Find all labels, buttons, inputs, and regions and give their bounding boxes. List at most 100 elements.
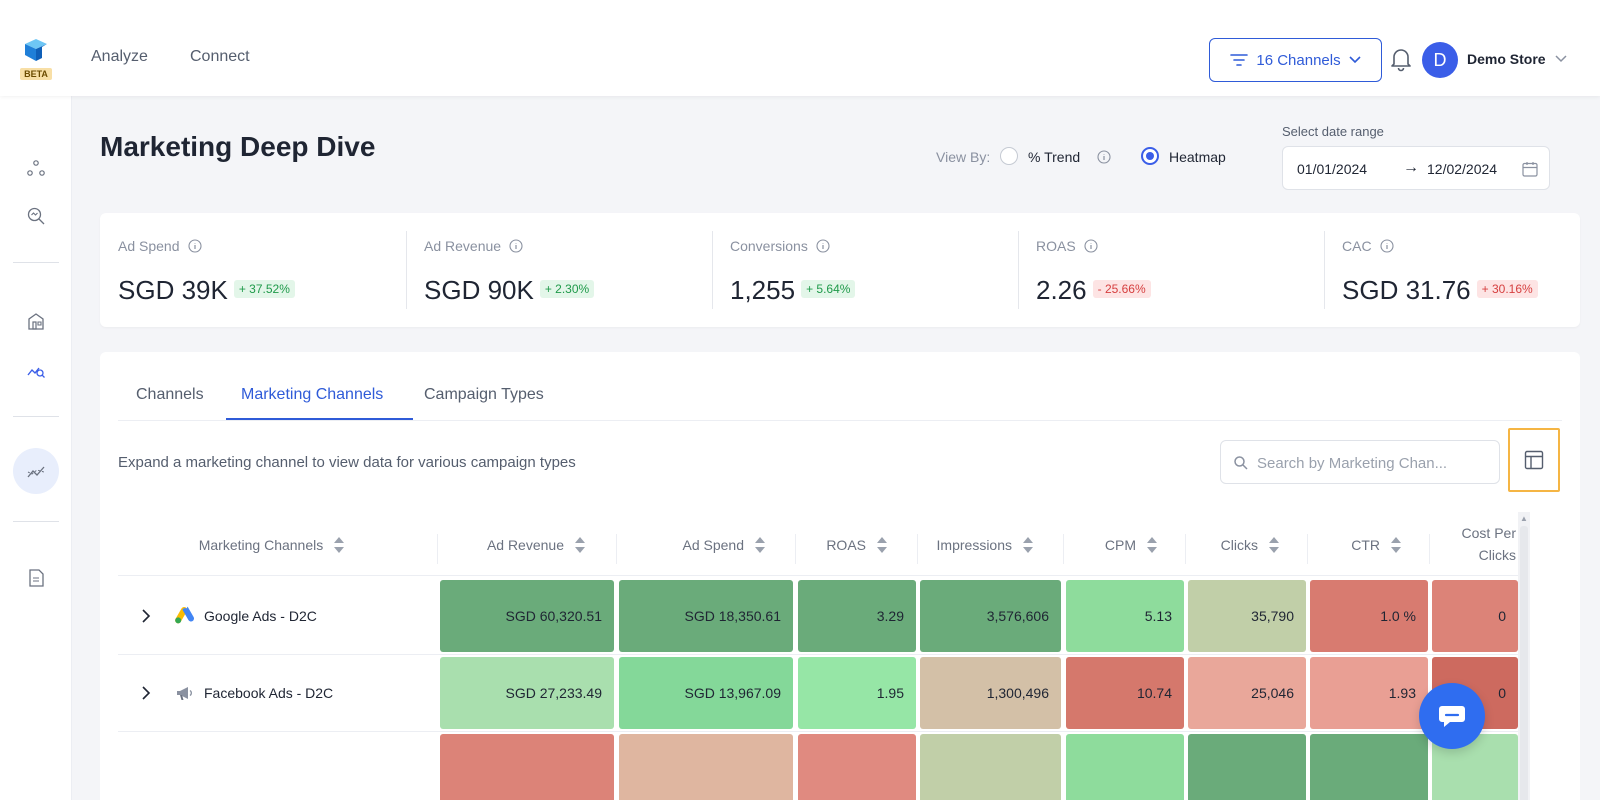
kpi-info-icon[interactable] [1084, 239, 1098, 253]
column-header-label: Ad Spend [682, 537, 745, 553]
sidebar-search-insights-icon[interactable] [26, 206, 46, 226]
kpi-change-badge: + 37.52% [233, 280, 295, 299]
sidebar-marketing-analytics-icon[interactable] [26, 361, 46, 381]
table-layout-icon [1524, 450, 1544, 470]
nav-analyze[interactable]: Analyze [91, 48, 148, 65]
column-header-roas[interactable]: ROAS [780, 528, 888, 562]
tabs-border [118, 420, 1562, 421]
top-bar: BETA Analyze Connect 16 Channels D Demo … [0, 0, 1600, 96]
chevron-down-icon [1349, 56, 1361, 64]
kpi-ad-revenue: Ad Revenue SGD 90K + 2.30% [406, 213, 702, 327]
scrollbar-thumb[interactable] [1520, 526, 1528, 800]
search-box[interactable] [1220, 440, 1500, 484]
kpi-label: Ad Revenue [424, 238, 523, 254]
kpi-info-icon[interactable] [187, 239, 202, 253]
heatmap-cell-ad-revenue: SGD 60,320.51 [440, 580, 614, 652]
date-end[interactable]: 12/02/2024 [1427, 161, 1498, 177]
sidebar-nodes-icon[interactable] [26, 158, 46, 178]
date-range-picker[interactable]: 01/01/2024 → 12/02/2024 [1282, 146, 1550, 190]
kpi-label: ROAS [1036, 238, 1098, 254]
column-separator [1185, 534, 1186, 564]
table-row[interactable]: Facebook Ads - D2C [118, 657, 333, 729]
filter-icon [1230, 54, 1249, 66]
heatmap-radio-label[interactable]: Heatmap [1169, 149, 1226, 165]
column-header-label: CTR [1351, 537, 1380, 553]
nav-connect[interactable]: Connect [190, 48, 250, 65]
sort-icon[interactable] [1390, 536, 1402, 554]
chevron-right-icon[interactable] [138, 685, 154, 701]
tab-marketing-channels[interactable]: Marketing Channels [241, 386, 384, 403]
heatmap-cell-cpm [1066, 734, 1184, 800]
scroll-up-icon[interactable]: ▲ [1520, 514, 1528, 523]
kpi-separator [712, 231, 713, 309]
search-icon [1234, 456, 1248, 470]
kpi-roas: ROAS 2.26 - 25.66% [1018, 213, 1314, 327]
chat-support-button[interactable] [1419, 683, 1485, 749]
heatmap-radio[interactable] [1141, 147, 1159, 165]
channel-name: Google Ads - D2C [204, 608, 317, 624]
sidebar-report-icon[interactable] [26, 568, 46, 588]
kpi-label: Ad Spend [118, 238, 202, 254]
heatmap-cell-ad-revenue: SGD 27,233.49 [440, 657, 614, 729]
column-header-ad-spend[interactable]: Ad Spend [600, 528, 766, 562]
sort-icon[interactable] [574, 536, 586, 554]
column-header-cpm[interactable]: CPM [1048, 528, 1158, 562]
sort-icon[interactable] [876, 536, 888, 554]
sidebar-trend-icon[interactable] [26, 462, 46, 482]
store-name[interactable]: Demo Store [1467, 51, 1546, 67]
search-input[interactable] [1257, 451, 1487, 475]
kpi-value-text: SGD 31.76 [1342, 275, 1471, 305]
column-separator [795, 534, 796, 564]
channels-filter-label: 16 Channels [1256, 51, 1341, 69]
kpi-info-icon[interactable] [509, 239, 523, 253]
date-arrow: → [1403, 159, 1419, 176]
column-header-clicks[interactable]: Clicks [1172, 528, 1280, 562]
chevron-right-icon[interactable] [138, 608, 154, 624]
avatar[interactable]: D [1422, 42, 1458, 78]
kpi-summary-card: Ad Spend SGD 39K + 37.52% Ad Revenue SGD 90K… [100, 213, 1580, 327]
trend-radio-label[interactable]: % Trend [1028, 149, 1081, 165]
sort-icon[interactable] [1268, 536, 1280, 554]
heatmap-cell-roas: 3.29 [798, 580, 916, 652]
column-header-ctr[interactable]: CTR [1294, 528, 1402, 562]
kpi-change-badge: + 2.30% [539, 280, 595, 299]
calendar-icon[interactable] [1521, 160, 1539, 178]
column-header-label: Clicks [1220, 537, 1258, 553]
column-header-label: Ad Revenue [486, 537, 564, 553]
column-header-impressions[interactable]: Impressions [902, 528, 1034, 562]
kpi-info-icon[interactable] [1380, 239, 1394, 253]
trend-info-icon[interactable] [1097, 150, 1111, 164]
kpi-label-text: Conversions [730, 238, 808, 254]
sidebar [0, 96, 72, 800]
sort-icon[interactable] [754, 536, 766, 554]
kpi-label-text: Ad Revenue [424, 238, 502, 254]
heatmap-cell-ctr: 1.93 [1310, 657, 1428, 729]
table-row[interactable]: Google Ads - D2C [118, 580, 317, 652]
channels-filter-button[interactable]: 16 Channels [1209, 38, 1382, 82]
sort-icon[interactable] [1022, 536, 1034, 554]
sidebar-store-icon[interactable] [26, 311, 46, 331]
kpi-info-icon[interactable] [816, 239, 830, 253]
date-start[interactable]: 01/01/2024 [1297, 161, 1368, 177]
store-chevron-down-icon[interactable] [1554, 52, 1568, 66]
heatmap-cell-roas [798, 734, 916, 800]
column-separator [1429, 534, 1430, 564]
column-header-ad-revenue[interactable]: Ad Revenue [422, 528, 586, 562]
app-logo[interactable]: BETA [20, 38, 52, 84]
column-header-marketing-channels[interactable]: Marketing Channels [118, 528, 426, 562]
column-header-label: ROAS [826, 537, 866, 553]
sort-icon[interactable] [1146, 536, 1158, 554]
kpi-separator [406, 231, 407, 309]
heatmap-cell-impressions [920, 734, 1061, 800]
tab-campaign-types[interactable]: Campaign Types [424, 386, 544, 403]
column-header-label: Marketing Channels [198, 537, 324, 553]
column-header-cost-per-clicks[interactable]: Cost Per Clicks [1436, 522, 1516, 566]
trend-radio[interactable] [1000, 147, 1018, 165]
bell-icon[interactable] [1390, 46, 1412, 72]
column-header-label: Impressions [936, 537, 1012, 553]
tab-channels[interactable]: Channels [136, 386, 204, 403]
heatmap-cell-ctr [1310, 734, 1428, 800]
column-settings-button[interactable] [1508, 428, 1560, 492]
sort-icon[interactable] [333, 536, 345, 554]
table-vertical-scrollbar[interactable]: ▲ [1518, 512, 1530, 800]
